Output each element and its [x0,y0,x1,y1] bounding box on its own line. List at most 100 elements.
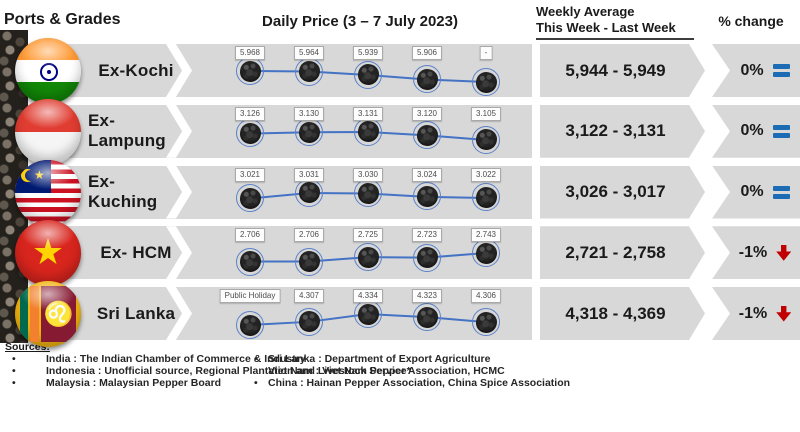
header-weekly-line2: This Week - Last Week [536,20,676,35]
flag-gloss [15,159,81,226]
no-change-equal-icon [772,124,790,138]
price-point-label: 2.723 [411,228,443,243]
peppercorn-cluster [357,64,379,86]
flag-gloss [15,220,81,287]
peppercorn-datapoint [472,308,500,337]
header-weekly-line1: Weekly Average [536,4,635,19]
source-item: • Sri Lanka : Department of Export Agricu… [254,353,554,365]
percent-change-value: -1% [738,304,768,322]
price-point-label: 3.130 [293,106,325,121]
bullet: • [12,377,16,389]
price-point-label: 4.306 [470,289,502,303]
port-row: Ex-Kuching 3.021 3.031 3.030 3.024 3.022 ★ 3… [0,159,800,226]
peppercorn-datapoint [472,125,500,154]
source-text: Sri Lanka : Department of Export Agricul… [268,353,491,365]
header-weekly-average: Weekly Average This Week - Last Week [536,4,694,40]
peppercorn-datapoint [295,118,323,147]
bullet: • [254,377,258,389]
price-point-label: 4.323 [411,289,443,303]
port-row: Ex- HCM 2.706 2.706 2.725 2.723 2.743 ★ 2,72… [0,220,800,287]
price-point-label: - [479,46,493,60]
price-point-label: 3.030 [352,167,384,182]
india-flag-icon [15,38,81,104]
peppercorn-datapoint [236,184,264,212]
price-point-label: 3.022 [470,167,502,182]
percent-change-band: 0% [712,44,800,97]
source-item: • Malaysia : Malaysian Pepper Board [8,377,258,389]
peppercorn-datapoint [413,243,441,272]
peppercorn-datapoint [295,57,323,86]
price-point-label: 5.964 [293,46,325,60]
source-item: • China : Hainan Pepper Association, Chin… [254,377,570,389]
percent-change-band: 0% [712,165,800,219]
header-percent-change: % change [718,13,784,29]
weekly-average-value: 3,026 - 3,017 [565,182,666,201]
peppercorn-cluster [475,186,497,208]
percent-change-value: 0% [740,61,764,79]
peppercorn-cluster [416,124,438,146]
peppercorn-cluster [239,60,261,82]
peppercorn-cluster [298,61,320,83]
header-daily-price: Daily Price (3 – 7 July 2023) [262,13,458,30]
flag-gloss [15,98,81,165]
row-band: Ex- HCM 2.706 2.706 2.725 2.723 2.743 [28,226,532,280]
price-point-label: 3.126 [234,106,266,121]
peppercorn-cluster [298,121,320,143]
price-point-label: 2.706 [234,228,266,243]
peppercorn-datapoint [295,247,323,276]
peppercorn-cluster [357,182,379,204]
peppercorn-datapoint [236,247,264,276]
source-text: China : Hainan Pepper Association, China… [268,377,571,389]
port-name: Ex- HCM [100,242,172,262]
daily-price-chart: Public Holiday 4.307 4.334 4.323 4.306 [219,287,532,340]
price-point-label: Public Holiday [219,289,281,303]
decrease-down-arrow-icon [776,244,792,261]
peppercorn-cluster [298,182,320,203]
peppercorn-datapoint [295,307,323,336]
decrease-down-arrow-icon [776,305,792,322]
percent-change-band: 0% [712,104,800,158]
peppercorn-datapoint [413,65,441,94]
port-name: Ex-Kuching [88,172,158,211]
flag-gloss [15,38,81,104]
price-point-label: 3.120 [411,106,443,121]
port-row: Sri Lanka Public Holiday 4.307 4.334 4.323 4… [0,281,800,347]
bullet: • [254,353,258,365]
sources-list-left: • India : The Indian Chamber of Commerce … [8,353,411,389]
price-point-label: 4.334 [352,289,384,303]
price-point-label: 4.307 [293,289,325,303]
flag-gloss [15,281,81,347]
weekly-average-value: 4,318 - 4,369 [565,303,666,323]
peppercorn-cluster [475,71,497,93]
peppercorn-cluster [416,68,438,90]
peppercorn-cluster [475,311,497,333]
source-text: Viet Nam : Viet Nam Pepper Association, … [268,365,505,377]
port-row: Ex-Kochi 5.968 5.964 5.939 5.906 - 5,944 - 5… [0,38,800,104]
peppercorn-datapoint [354,243,382,272]
peppercorn-datapoint [354,179,382,208]
peppercorn-datapoint [413,121,441,150]
peppercorn-cluster [239,187,261,209]
peppercorn-datapoint [236,57,264,85]
source-item: Viet Nam : Viet Nam Pepper Association, … [254,365,554,377]
peppercorn-cluster [239,122,261,144]
port-name: Ex-Lampung [88,111,166,151]
price-point-label: 3.131 [352,106,384,121]
weekly-average-value: 3,122 - 3,131 [565,121,666,141]
no-change-equal-icon [772,64,790,77]
peppercorn-datapoint [413,182,441,211]
weekly-average-band: 2,721 - 2,758 [540,226,705,279]
price-point-label: 5.939 [352,46,384,60]
source-item: • India : The Indian Chamber of Commerce … [8,353,306,365]
peppercorn-cluster [357,121,379,143]
peppercorn-cluster [298,311,320,333]
peppercorn-datapoint [354,117,382,146]
weekly-average-value: 2,721 - 2,758 [565,242,666,262]
weekly-average-band: 3,026 - 3,017 [540,166,705,219]
bullet: • [12,353,16,365]
row-band: Ex-Kochi 5.968 5.964 5.939 5.906 - [28,44,532,97]
peppercorn-datapoint [472,239,500,268]
price-point-label: 3.024 [411,167,443,182]
weekly-average-band: 4,318 - 4,369 [540,287,705,340]
price-point-label: 2.725 [352,228,384,243]
